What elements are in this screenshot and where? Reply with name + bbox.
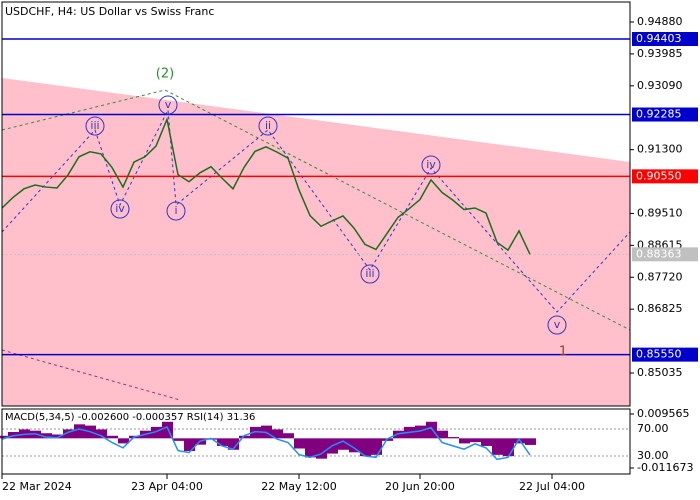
wave-label: v xyxy=(554,318,561,331)
y2-tick-label: 70.00 xyxy=(637,422,669,435)
level-label: 0.88363 xyxy=(636,247,682,260)
level-label-box xyxy=(632,169,698,184)
macd-bar xyxy=(151,426,162,439)
level-label: 0.85550 xyxy=(636,348,682,361)
macd-bar xyxy=(492,438,503,455)
macd-bar xyxy=(250,426,261,439)
wave-circle xyxy=(110,199,130,219)
wave-lines xyxy=(1,89,631,401)
main-pane-border xyxy=(1,1,631,407)
y-tick-label: 0.89510 xyxy=(637,206,683,219)
level-label-box xyxy=(632,247,698,262)
level-label: 0.94403 xyxy=(636,32,682,45)
macd-bar xyxy=(239,435,250,439)
macd-bar xyxy=(437,430,448,439)
level-label-box xyxy=(632,32,698,47)
wave-circle xyxy=(547,315,567,335)
macd-bar xyxy=(0,435,8,439)
macd-bar xyxy=(338,438,349,450)
wave-circle xyxy=(421,155,441,175)
y-tick-label: -0.011673 xyxy=(637,461,693,474)
macd-bar xyxy=(393,430,404,439)
wave-circle xyxy=(258,116,278,136)
lower-line xyxy=(1,349,181,401)
macd-bar xyxy=(96,429,107,439)
macd-bar xyxy=(228,438,239,450)
wave-label: iii xyxy=(90,119,99,132)
macd-bar xyxy=(371,438,382,455)
macd-bar xyxy=(448,437,459,439)
macd-bar xyxy=(415,425,426,439)
wave-circle xyxy=(360,264,380,284)
wave-label: ii xyxy=(265,119,271,132)
sub-pane-border xyxy=(1,408,631,475)
macd-bar xyxy=(63,429,74,439)
y-tick-label: 0.85035 xyxy=(637,366,683,379)
y-tick-label: 0.93090 xyxy=(637,79,683,92)
macd-bar xyxy=(525,438,536,445)
wave-label: iv xyxy=(115,202,125,215)
wave-label: iii xyxy=(365,267,374,280)
macd-bar xyxy=(184,438,195,452)
macd-bar xyxy=(173,438,184,441)
wave-label: 1 xyxy=(559,345,567,360)
y-tick-label: 0.86825 xyxy=(637,302,683,315)
macd-bar xyxy=(74,424,85,439)
wave-circle xyxy=(85,116,105,136)
macd-bar xyxy=(217,438,228,446)
x-tick-label: 22 Mar 2024 xyxy=(2,480,72,493)
sub-title: MACD(5,34,5) -0.002600 -0.000357 RSI(14)… xyxy=(5,412,255,423)
macd-bar xyxy=(305,438,316,458)
trend-line xyxy=(1,89,631,331)
rsi-line xyxy=(1,425,531,461)
wave-label: i xyxy=(174,204,177,217)
macd-bar xyxy=(503,438,514,457)
wave-label: iv xyxy=(426,158,436,171)
channel-zone xyxy=(2,78,630,406)
x-tick-label: 22 May 12:00 xyxy=(261,480,336,493)
macd-bar xyxy=(41,433,52,439)
y2-tick-label: 30.00 xyxy=(637,449,669,462)
macd-bar xyxy=(283,433,294,439)
macd-bar xyxy=(349,438,360,453)
level-label-box xyxy=(632,347,698,362)
macd-bar xyxy=(360,438,371,457)
macd-bar xyxy=(272,429,283,439)
macd-bar xyxy=(316,438,327,459)
y-tick-label: 0.009565 xyxy=(637,407,690,420)
y-tick-label: 0.93985 xyxy=(637,47,683,60)
wave-label: v xyxy=(165,98,172,111)
wave-circle xyxy=(158,95,178,115)
level-label: 0.92285 xyxy=(636,108,682,121)
y-tick-label: 0.91300 xyxy=(637,143,683,156)
wave-label: (2) xyxy=(156,67,174,82)
y-tick-label: 0.94880 xyxy=(637,15,683,28)
level-label: 0.90550 xyxy=(636,169,682,182)
x-tick-label: 20 Jun 20:00 xyxy=(385,480,455,493)
level-label-box xyxy=(632,107,698,122)
wave-path xyxy=(1,108,631,313)
x-tick-label: 22 Jul 04:00 xyxy=(519,480,585,493)
macd-bar xyxy=(481,438,492,446)
macd-bar xyxy=(162,421,173,439)
macd-bar xyxy=(470,438,481,443)
y-tick-label: 0.87720 xyxy=(637,270,683,283)
wave-circle xyxy=(166,201,186,221)
macd-bar xyxy=(107,435,118,439)
price-line xyxy=(1,116,531,255)
macd-bar xyxy=(459,438,470,444)
chart-title: USDCHF, H4: US Dollar vs Swiss Franc xyxy=(5,5,214,18)
x-tick-label: 23 Apr 04:00 xyxy=(131,480,203,493)
macd-bar xyxy=(426,421,437,439)
macd-bar xyxy=(52,434,63,439)
macd-bar xyxy=(118,438,129,444)
macd-bar xyxy=(294,438,305,449)
